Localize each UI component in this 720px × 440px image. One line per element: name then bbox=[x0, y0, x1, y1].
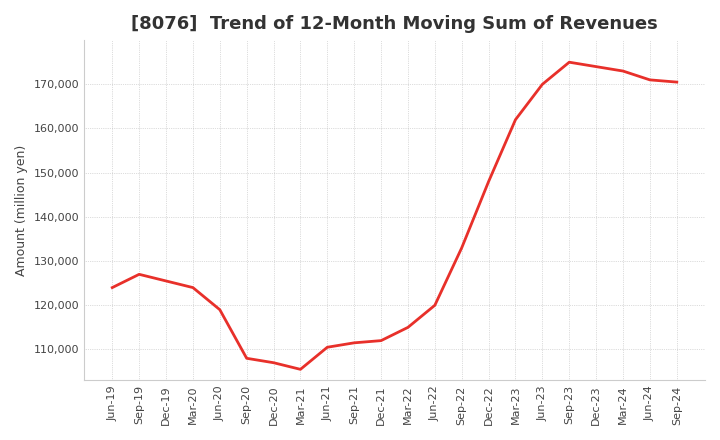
Y-axis label: Amount (million yen): Amount (million yen) bbox=[15, 145, 28, 276]
Title: [8076]  Trend of 12-Month Moving Sum of Revenues: [8076] Trend of 12-Month Moving Sum of R… bbox=[131, 15, 658, 33]
